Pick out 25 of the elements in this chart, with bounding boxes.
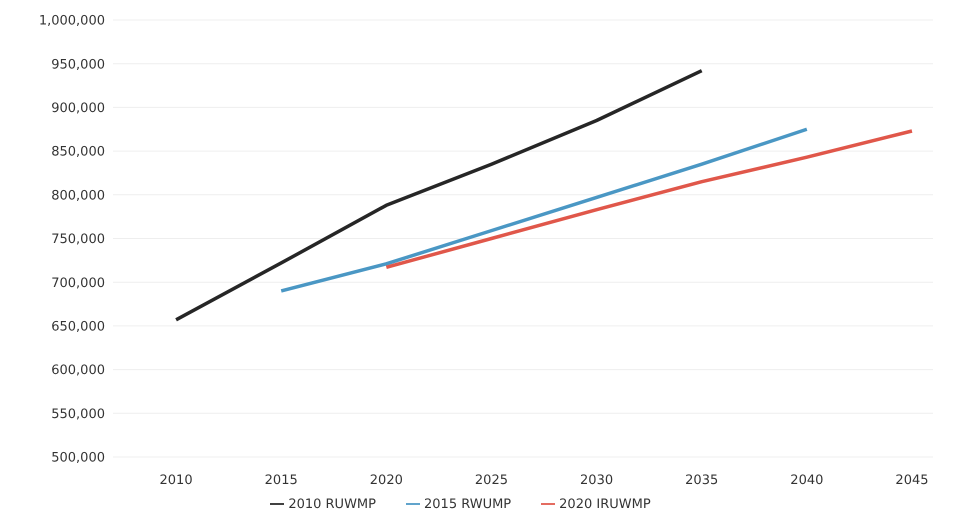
x-tick-label: 2020 [370,473,403,488]
x-tick-label: 2040 [790,473,824,488]
y-tick-label: 500,000 [51,450,105,466]
y-tick-label: 800,000 [51,188,105,204]
legend-label: 2020 IRUWMP [559,497,651,512]
y-tick-label: 950,000 [51,57,105,72]
y-tick-label: 900,000 [51,101,105,116]
line-series [384,129,914,270]
y-tick-label: 1,000,000 [38,14,105,29]
y-tick-label: 600,000 [51,363,105,378]
x-tick-label: 2015 [264,473,298,488]
y-tick-label: 750,000 [51,232,105,248]
y-tick-label: 850,000 [51,144,105,160]
legend-label: 2015 RWUMP [424,497,512,512]
x-tick-label: 2025 [474,473,508,488]
y-tick-label: 650,000 [51,320,105,335]
x-tick-label: 2045 [895,473,929,488]
line-series [279,128,809,293]
y-tick-label: 700,000 [51,276,105,291]
line-series [174,68,704,322]
x-tick-label: 2035 [685,473,718,488]
y-tick-label: 550,000 [51,406,105,422]
legend-label: 2010 RUWMP [288,497,376,512]
x-tick-label: 2010 [160,473,193,488]
x-tick-label: 2030 [580,473,614,488]
